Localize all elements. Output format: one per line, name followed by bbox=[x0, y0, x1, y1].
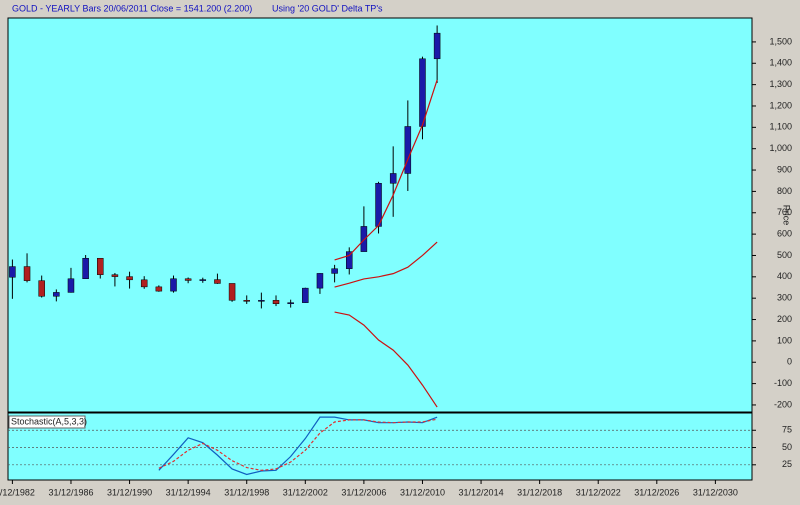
x-tick-label: 31/12/2010 bbox=[400, 487, 445, 497]
candle-body bbox=[272, 300, 280, 304]
series-line bbox=[334, 241, 438, 288]
y-tick-label: 800 bbox=[777, 186, 792, 196]
x-tick-label: 31/12/2002 bbox=[283, 487, 328, 497]
y-tick-label: 700 bbox=[777, 207, 792, 217]
candle-body bbox=[111, 274, 119, 277]
y-tick-label: -100 bbox=[774, 378, 792, 388]
x-tick-label: 31/12/2026 bbox=[634, 487, 679, 497]
candle-body bbox=[345, 251, 353, 269]
y-tick-label: 200 bbox=[777, 314, 792, 324]
x-tick-label: 31/12/2018 bbox=[517, 487, 562, 497]
y-tick-label: 1,000 bbox=[769, 143, 792, 153]
candle-body bbox=[184, 278, 192, 281]
candle-body bbox=[302, 287, 309, 303]
y-tick-label: 600 bbox=[777, 228, 792, 238]
y-tick-label: 900 bbox=[777, 164, 792, 174]
series-line bbox=[334, 311, 438, 408]
candle-body bbox=[53, 292, 60, 297]
y-tick-label: 1,300 bbox=[769, 79, 792, 89]
candle-body bbox=[155, 286, 163, 292]
candle-body bbox=[67, 278, 75, 293]
y-tick-label: 1,200 bbox=[769, 100, 792, 110]
x-tick-label: 31/12/1998 bbox=[224, 487, 269, 497]
candle-body bbox=[38, 280, 45, 297]
y-tick-label: -200 bbox=[774, 399, 792, 409]
candle-body bbox=[243, 300, 250, 302]
candle-body bbox=[9, 266, 16, 278]
candle-body bbox=[258, 300, 265, 302]
candle-body bbox=[433, 32, 441, 60]
candle-body bbox=[126, 276, 133, 281]
stochastic-panel bbox=[7, 412, 753, 481]
candle-body bbox=[23, 266, 31, 281]
y-tick-label: 1,400 bbox=[769, 58, 792, 68]
y-tick-label: 75 bbox=[782, 425, 792, 435]
candle-body bbox=[375, 183, 382, 227]
y-tick-label: 1,500 bbox=[769, 36, 792, 46]
indicator-label: Stochastic(A,5,3,3) bbox=[11, 416, 87, 426]
chart-title: GOLD - YEARLY Bars 20/06/2011 Close = 15… bbox=[12, 3, 252, 13]
candle-body bbox=[419, 58, 426, 127]
chart-subtitle: Using '20 GOLD' Delta TP's bbox=[272, 3, 383, 13]
candle-body bbox=[360, 226, 368, 252]
y-tick-label: 50 bbox=[782, 442, 792, 452]
candle-body bbox=[331, 268, 338, 274]
x-tick-label: 31/12/2014 bbox=[459, 487, 504, 497]
candle-body bbox=[199, 279, 207, 281]
x-tick-label: 31/12/1994 bbox=[166, 487, 211, 497]
y-tick-label: 25 bbox=[782, 459, 792, 469]
indicator-label-box bbox=[8, 415, 86, 429]
candle-body bbox=[287, 302, 294, 304]
candle-body bbox=[97, 257, 104, 275]
x-tick-label: 31/12/2030 bbox=[693, 487, 738, 497]
y-tick-label: 500 bbox=[777, 250, 792, 260]
x-tick-label: 31/12/2006 bbox=[341, 487, 386, 497]
x-tick-label: 31/12/1990 bbox=[107, 487, 152, 497]
candle-body bbox=[214, 279, 221, 284]
candle-body bbox=[140, 279, 148, 288]
x-tick-label: 31/12/1986 bbox=[48, 487, 93, 497]
y-tick-label: 300 bbox=[777, 293, 792, 303]
series-line bbox=[334, 79, 438, 261]
x-tick-label: 31/12/2022 bbox=[576, 487, 621, 497]
y-tick-label: 1,100 bbox=[769, 122, 792, 132]
candle-body bbox=[389, 173, 397, 184]
series-line bbox=[158, 416, 438, 476]
y-tick-label: 400 bbox=[777, 271, 792, 281]
candle-body bbox=[82, 257, 89, 279]
candle-body bbox=[404, 126, 412, 174]
candle-body bbox=[170, 278, 177, 292]
series-line bbox=[158, 418, 438, 471]
candle-body bbox=[316, 273, 324, 289]
candle-body bbox=[228, 283, 236, 301]
y-tick-label: 0 bbox=[787, 357, 792, 367]
x-tick-label: 31/12/1982 bbox=[0, 487, 35, 497]
y-tick-label: 100 bbox=[777, 335, 792, 345]
y-axis-label: Price bbox=[782, 205, 792, 226]
